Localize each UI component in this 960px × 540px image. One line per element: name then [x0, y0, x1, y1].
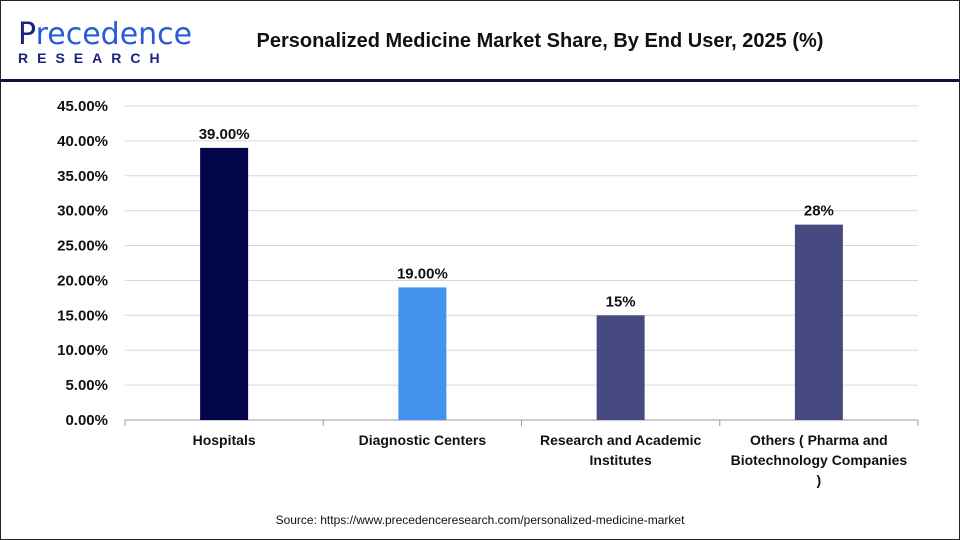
x-category-label: Biotechnology Companies — [731, 452, 908, 468]
x-category-label: Institutes — [590, 452, 652, 468]
bar-1 — [200, 147, 249, 420]
x-category-label: ) — [817, 472, 822, 488]
data-label: 19.00% — [397, 265, 448, 282]
header-divider — [0, 79, 960, 82]
bar-3 — [596, 315, 645, 420]
y-tick-label: 0.00% — [65, 412, 108, 429]
precedence-research-logo: Precedence RESEARCH — [18, 17, 193, 67]
bar-4 — [794, 224, 843, 420]
y-tick-label: 20.00% — [57, 272, 108, 289]
x-category-label: Diagnostic Centers — [359, 432, 487, 448]
bar-2 — [398, 287, 447, 420]
y-tick-label: 35.00% — [57, 168, 108, 185]
x-category-label: Hospitals — [193, 432, 256, 448]
data-label: 28% — [804, 203, 834, 220]
data-label: 15% — [606, 293, 636, 310]
logo-text-top: Precedence — [18, 17, 193, 52]
y-tick-label: 15.00% — [57, 307, 108, 324]
x-category-label: Others ( Pharma and — [750, 432, 888, 448]
y-tick-label: 10.00% — [57, 342, 108, 359]
data-label: 39.00% — [199, 126, 250, 143]
y-tick-label: 5.00% — [65, 377, 108, 394]
chart-title: Personalized Medicine Market Share, By E… — [256, 30, 824, 52]
y-tick-label: 25.00% — [57, 238, 108, 255]
y-tick-label: 45.00% — [57, 98, 108, 115]
logo-text-bottom: RESEARCH — [18, 50, 169, 66]
x-category-label: Research and Academic — [540, 432, 702, 448]
y-tick-label: 30.00% — [57, 203, 108, 220]
source-note: Source: https://www.precedenceresearch.c… — [275, 513, 685, 527]
y-tick-label: 40.00% — [57, 133, 108, 150]
